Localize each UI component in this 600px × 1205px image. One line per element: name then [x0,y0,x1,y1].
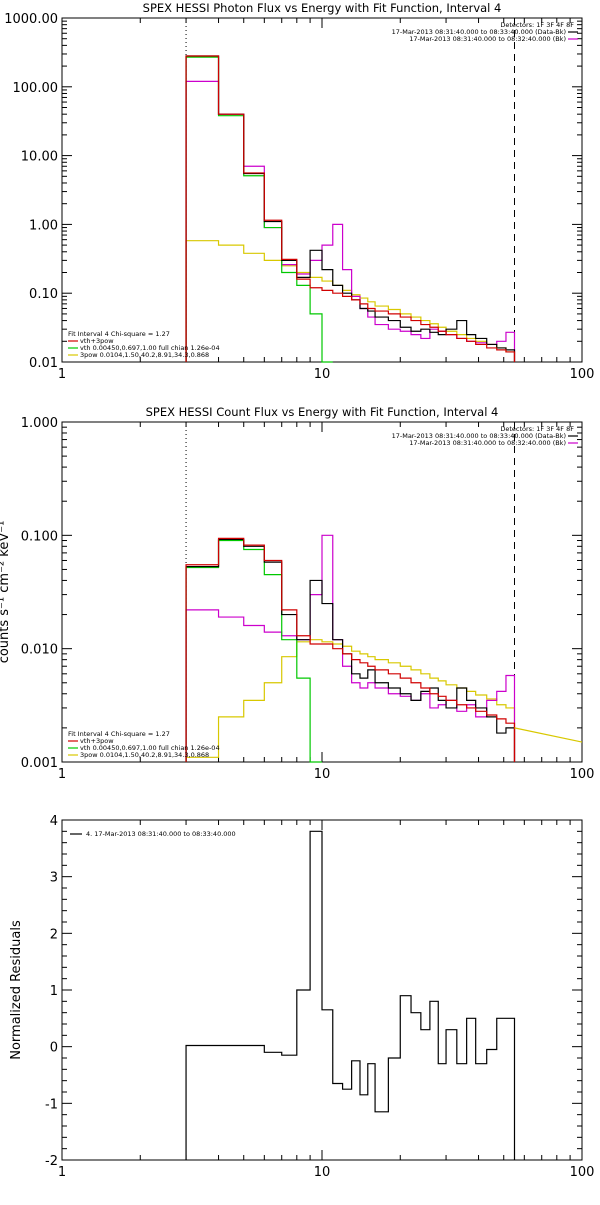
legend-bottom-entry: vth+3pow [80,337,114,345]
legend-bottom-entry: vth 0.00450,0.697,1.00 full chian 1.26e-… [80,744,220,752]
x-tick-label: 100 [570,767,595,782]
y-tick-label: 1.000 [21,416,58,431]
y-tick-label: 0.10 [29,287,58,302]
series-step-3-3pow-0-0104-1-50-40-2-8-91-34- [185,240,516,362]
y-tick-label: 0.001 [21,756,58,771]
y-tick-label: 4 [50,814,58,829]
residuals-panel: 1 10 100 -2 -1 0 1 2 3 4 Normalized Residuals 4. 17… [9,814,594,1180]
legend-entry: 4. 17-Mar-2013 08:31:40.000 to 08:33:40.… [86,830,236,838]
series-step-1-vth-3pow [185,537,516,762]
y-tick-label: 2 [50,927,58,942]
legend-bottom-entry: 3pow 0.0104,1.50,40.2,8.91,34.3,0.868 [80,751,209,759]
y-tick-label: 0.010 [21,643,58,658]
x-tick-label: 1 [58,367,66,382]
series-step-0-4-17-mar-2013-08-31-40-000-to- [185,830,516,1160]
legend-top-entry: 17-Mar-2013 08:31:40.000 to 08:33:40.000… [392,28,566,36]
x-tick-label: 10 [314,1165,331,1180]
series-step-2-vth-0-00450-0-697-1-00-full-ch [185,539,322,763]
y-tick-label: 1000.00 [4,12,58,27]
legend-top-entry: Detectors: 1F 3F 4F 8F [500,425,574,433]
legend-top-entry: 17-Mar-2013 08:31:40.000 to 08:32:40.000… [409,35,566,43]
series-step-0-17-mar-2013-08-31-40-000-to-08 [185,55,516,362]
legend-bottom-entry: Fit Interval 4 Chi-square = 1.27 [68,330,170,338]
legend-top-entry: 17-Mar-2013 08:31:40.000 to 08:32:40.000… [409,439,566,447]
x-tick-label: 10 [314,767,331,782]
count-flux-panel: SPEX HESSI Count Flux vs Energy with Fit… [0,405,594,782]
series-step-2-vth-0-00450-0-697-1-00-full-ch [185,56,333,363]
legend-bottom-entry: vth+3pow [80,737,114,745]
legend-bottom-entry: 3pow 0.0104,1.50,40.2,8.91,34.3,0.868 [80,351,209,359]
legend-bottom-entry: Fit Interval 4 Chi-square = 1.27 [68,730,170,738]
y-tick-label: 3 [50,871,58,886]
y-tick-label: 0.01 [29,356,58,371]
series-step-1-vth-3pow [185,55,516,362]
chart-title: SPEX HESSI Count Flux vs Energy with Fit… [146,405,499,419]
legend-top-entry: 17-Mar-2013 08:31:40.000 to 08:33:40.000… [392,432,566,440]
y-tick-label: 0 [50,1041,58,1056]
x-tick-label: 1 [58,767,66,782]
y-axis-label: Normalized Residuals [9,920,24,1060]
x-tick-label: 100 [570,367,595,382]
series-tail-3pow [514,727,583,743]
y-tick-label: 1 [50,984,58,999]
series-step-3-3pow-0-0104-1-50-40-2-8-91-34- [185,639,516,762]
y-tick-label: -2 [45,1154,58,1169]
chart-title: SPEX HESSI Photon Flux vs Energy with Fi… [143,1,502,15]
series-step-0-17-mar-2013-08-31-40-000-to-08 [185,538,516,762]
series-step-4-17-mar-2013-08-31-40-000-to-08 [185,534,516,762]
y-tick-label: 10.00 [21,150,58,165]
legend-bottom-entry: vth 0.00450,0.697,1.00 full chian 1.26e-… [80,344,220,352]
y-tick-label: 0.100 [21,529,58,544]
x-tick-label: 1 [58,1165,66,1180]
y-tick-label: 1.00 [29,218,58,233]
photon-flux-panel: SPEX HESSI Photon Flux vs Energy with Fi… [4,1,594,382]
series-step-4-17-mar-2013-08-31-40-000-to-08 [185,80,516,362]
legend-top-entry: Detectors: 1F 3F 4F 8F [500,21,574,29]
y-axis-label: counts s⁻¹ cm⁻² keV⁻¹ [0,521,12,664]
y-tick-label: -1 [45,1097,58,1112]
plot-frame [61,17,583,363]
x-tick-label: 100 [570,1165,595,1180]
y-tick-label: 100.00 [13,81,59,96]
x-tick-label: 10 [314,367,331,382]
